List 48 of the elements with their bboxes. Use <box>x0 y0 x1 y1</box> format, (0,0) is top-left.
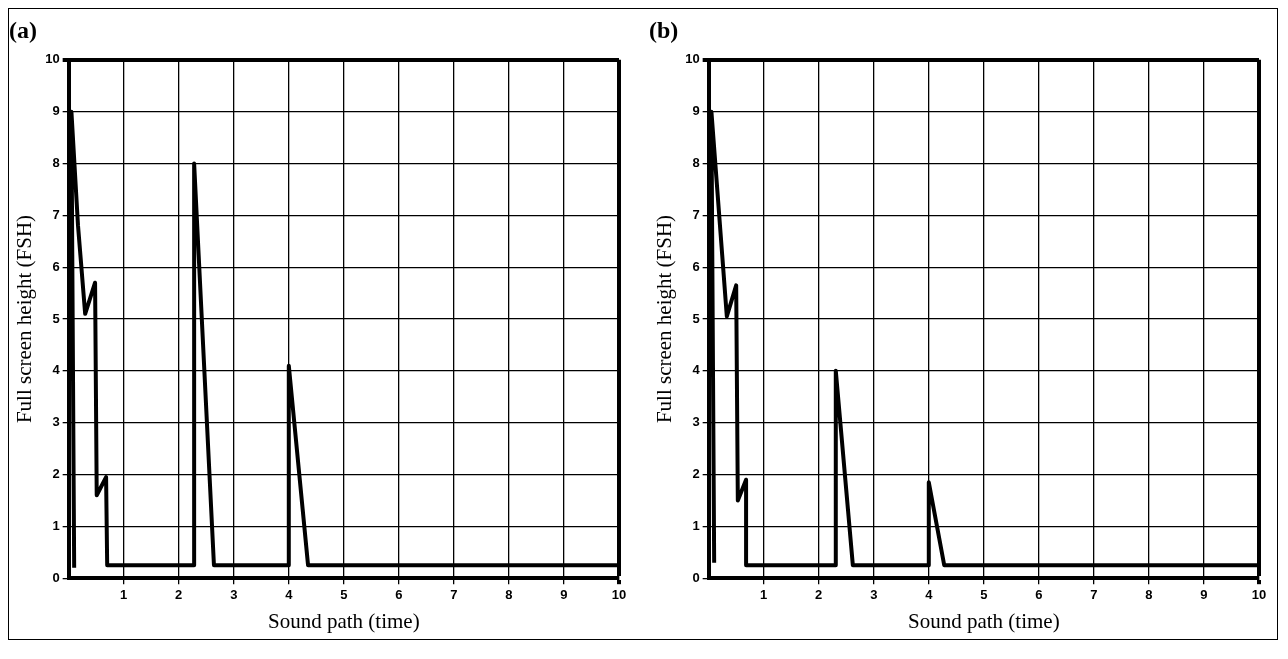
x-tick-label: 6 <box>1035 586 1043 602</box>
y-tick-label: 8 <box>692 155 700 171</box>
x-tick-label: 3 <box>870 586 878 602</box>
y-tick-label: 10 <box>685 51 700 67</box>
x-tick-label: 4 <box>285 586 294 602</box>
y-tick-label: 6 <box>52 258 60 274</box>
y-tick-label: 5 <box>52 310 60 326</box>
y-axis-title: Full screen height (FSH) <box>12 214 37 424</box>
y-tick-label: 0 <box>52 569 60 585</box>
y-tick-label: 9 <box>52 103 60 119</box>
y-tick-label: 0 <box>692 569 700 585</box>
x-axis-title: Sound path (time) <box>908 608 1060 633</box>
chart-title: (a) <box>9 16 37 43</box>
x-tick-label: 10 <box>611 586 627 602</box>
y-tick-label: 6 <box>692 258 700 274</box>
chart-title: (b) <box>649 16 679 43</box>
y-tick-label: 4 <box>692 362 701 378</box>
x-tick-label: 9 <box>1200 586 1208 602</box>
y-tick-label: 1 <box>52 517 60 533</box>
x-tick-label: 2 <box>175 586 183 602</box>
x-tick-label: 8 <box>1145 586 1153 602</box>
x-tick-label: 9 <box>560 586 568 602</box>
y-tick-label: 2 <box>52 466 60 482</box>
y-tick-label: 10 <box>45 51 60 67</box>
x-axis-title: Sound path (time) <box>268 608 420 633</box>
y-tick-label: 8 <box>52 155 60 171</box>
x-tick-label: 7 <box>1090 586 1098 602</box>
x-tick-label: 10 <box>1251 586 1267 602</box>
y-tick-label: 2 <box>692 466 700 482</box>
x-tick-label: 1 <box>120 586 128 602</box>
y-tick-label: 3 <box>52 414 60 430</box>
y-axis-title: Full screen height (FSH) <box>652 214 677 424</box>
x-tick-label: 5 <box>980 586 988 602</box>
x-tick-label: 3 <box>230 586 238 602</box>
y-tick-label: 7 <box>692 206 700 222</box>
x-tick-label: 1 <box>760 586 768 602</box>
y-tick-label: 1 <box>692 517 700 533</box>
y-tick-label: 9 <box>692 103 700 119</box>
y-tick-label: 7 <box>52 206 60 222</box>
y-tick-label: 4 <box>52 362 61 378</box>
x-tick-label: 7 <box>450 586 458 602</box>
x-tick-label: 8 <box>505 586 513 602</box>
x-tick-label: 5 <box>340 586 348 602</box>
y-tick-label: 5 <box>692 310 700 326</box>
y-tick-label: 3 <box>692 414 700 430</box>
x-tick-label: 6 <box>395 586 403 602</box>
x-tick-label: 4 <box>925 586 934 602</box>
x-tick-label: 2 <box>815 586 823 602</box>
